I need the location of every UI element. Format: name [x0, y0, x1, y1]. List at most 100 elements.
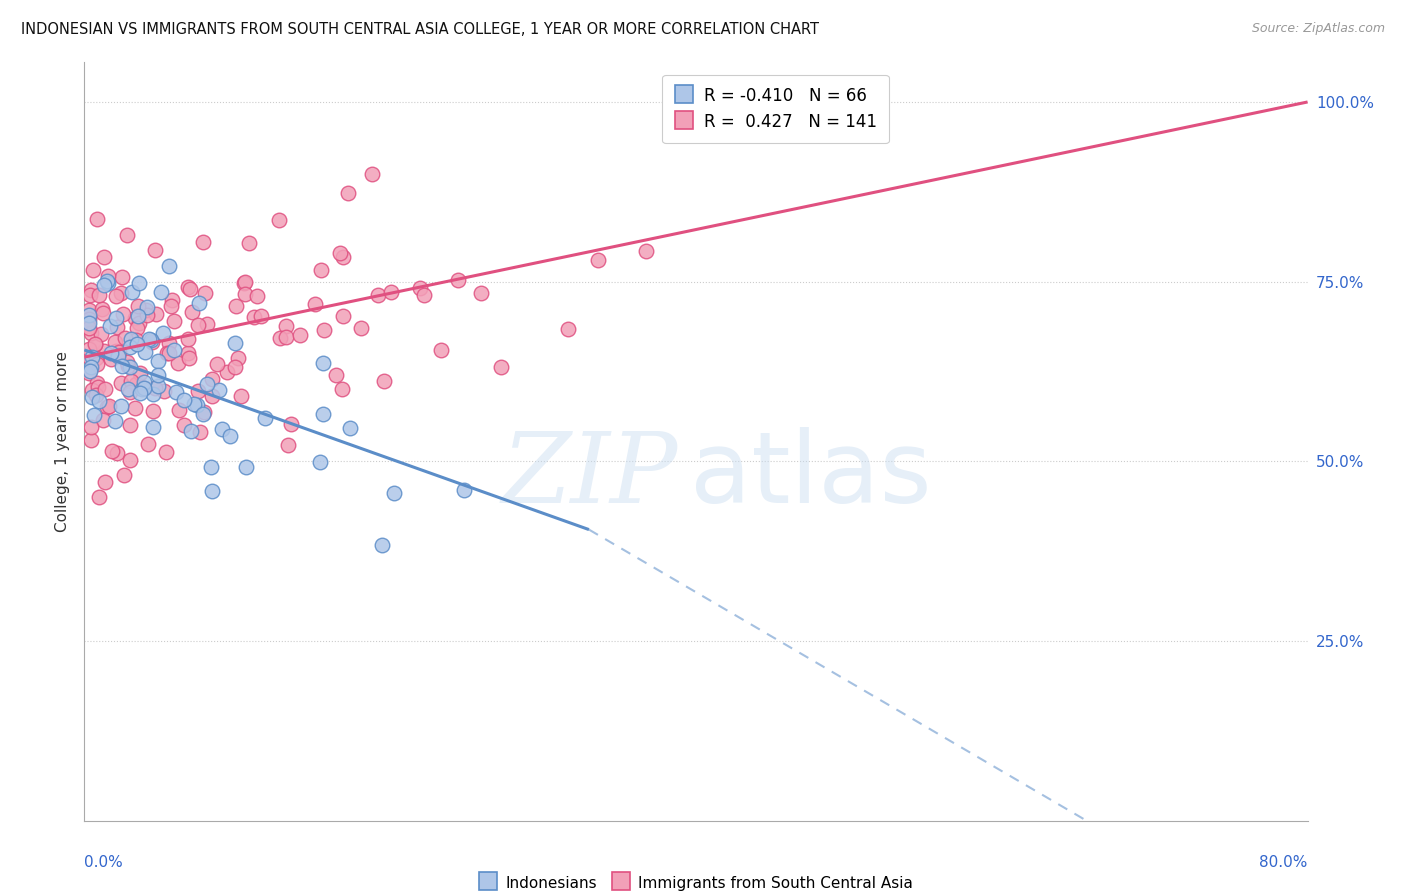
Point [118, 359, 141, 374]
Point [110, 399, 132, 413]
Point [91, 413, 114, 427]
Point [173, 392, 195, 407]
Point [190, 425, 212, 439]
Point [205, 357, 228, 371]
Point [146, 379, 169, 393]
Point [100, 352, 122, 367]
Point [193, 405, 215, 419]
Point [128, 385, 150, 400]
Point [86, 212, 108, 227]
Point [120, 385, 142, 400]
Point [233, 277, 256, 291]
Point [371, 539, 394, 553]
Point [430, 343, 453, 358]
Text: ZIP: ZIP [502, 428, 678, 524]
Point [382, 485, 405, 500]
Point [84, 337, 107, 351]
Point [233, 287, 256, 301]
Point [136, 300, 159, 314]
Point [136, 437, 159, 451]
Point [96, 401, 118, 415]
Point [156, 346, 179, 360]
Point [332, 250, 354, 264]
Point [138, 332, 160, 346]
Point [217, 365, 239, 379]
Point [131, 382, 153, 396]
Point [125, 333, 148, 347]
Point [80, 359, 103, 374]
Point [86, 351, 108, 365]
Point [187, 384, 209, 399]
Point [157, 335, 180, 350]
Legend: Indonesians, Immigrants from South Central Asia: Indonesians, Immigrants from South Centr… [471, 866, 921, 892]
Point [120, 332, 142, 346]
Point [453, 483, 475, 497]
Point [312, 356, 335, 370]
Point [181, 305, 204, 319]
Point [80, 420, 103, 434]
Point [142, 420, 165, 434]
Point [373, 374, 395, 388]
Point [586, 252, 609, 267]
Point [132, 381, 155, 395]
Point [277, 438, 299, 452]
Point [413, 287, 436, 301]
Point [104, 414, 127, 428]
Point [121, 374, 143, 388]
Point [110, 269, 132, 284]
Point [274, 329, 297, 343]
Point [91, 306, 114, 320]
Point [77, 308, 100, 322]
Point [224, 360, 246, 375]
Point [100, 319, 122, 334]
Point [117, 359, 139, 374]
Point [304, 297, 326, 311]
Point [314, 323, 336, 337]
Point [136, 308, 159, 322]
Point [124, 377, 146, 392]
Point [101, 444, 124, 458]
Point [153, 384, 176, 398]
Point [117, 382, 139, 396]
Point [105, 289, 128, 303]
Point [134, 375, 156, 389]
Point [226, 351, 249, 365]
Point [195, 377, 218, 392]
Point [79, 287, 101, 301]
Point [97, 276, 120, 290]
Point [177, 332, 200, 346]
Point [79, 434, 101, 448]
Point [157, 260, 180, 274]
Point [166, 356, 188, 370]
Point [120, 341, 142, 355]
Point [107, 350, 129, 364]
Point [250, 309, 273, 323]
Point [141, 333, 163, 347]
Point [124, 401, 146, 415]
Point [93, 382, 115, 396]
Point [104, 334, 127, 349]
Point [470, 286, 492, 301]
Point [146, 354, 169, 368]
Point [128, 366, 150, 380]
Point [91, 301, 114, 316]
Text: atlas: atlas [690, 427, 932, 524]
Point [195, 317, 218, 331]
Point [112, 467, 135, 482]
Point [80, 383, 103, 397]
Point [77, 343, 100, 357]
Point [157, 346, 180, 360]
Point [191, 407, 214, 421]
Point [118, 417, 141, 432]
Point [179, 282, 201, 296]
Point [143, 381, 166, 395]
Point [312, 407, 335, 421]
Point [110, 285, 132, 300]
Point [201, 484, 224, 499]
Point [148, 368, 170, 383]
Point [332, 309, 354, 323]
Point [97, 399, 120, 413]
Point [162, 343, 184, 357]
Point [115, 228, 138, 243]
Point [183, 397, 205, 411]
